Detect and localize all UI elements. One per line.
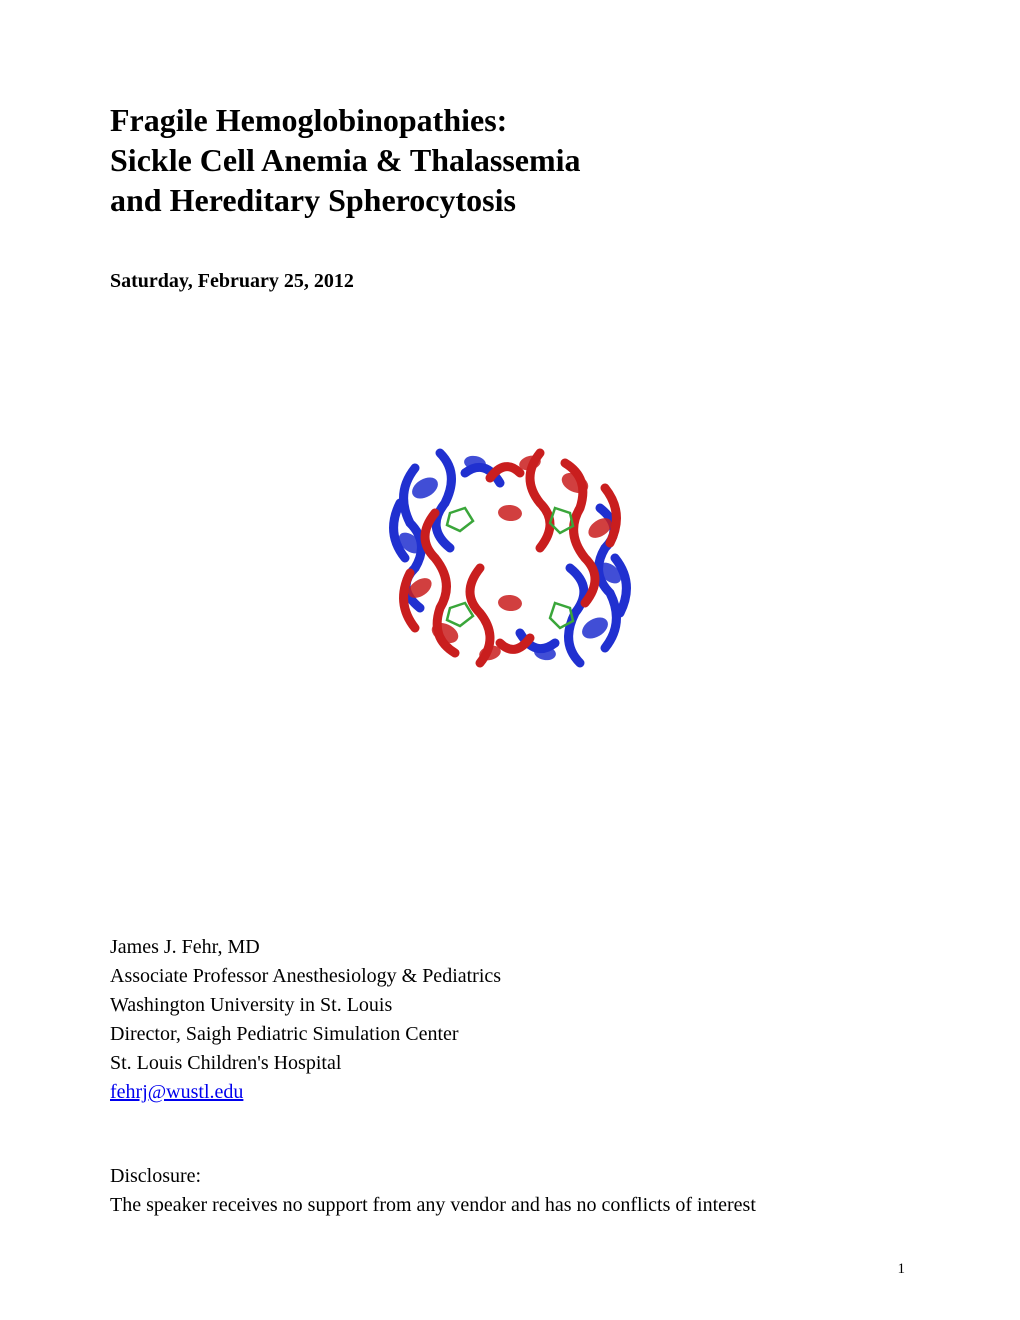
author-role: Director, Saigh Pediatric Simulation Cen… xyxy=(110,1020,910,1049)
hemoglobin-structure-icon xyxy=(355,413,665,703)
author-email-link[interactable]: fehrj@wustl.edu xyxy=(110,1081,243,1103)
figure-container xyxy=(110,413,910,703)
title-block: Fragile Hemoglobinopathies: Sickle Cell … xyxy=(110,100,910,220)
disclosure-text: The speaker receives no support from any… xyxy=(110,1191,910,1220)
page-number: 1 xyxy=(898,1261,906,1278)
title-line-1: Fragile Hemoglobinopathies: xyxy=(110,100,910,140)
disclosure-label: Disclosure: xyxy=(110,1162,910,1191)
author-institution: Washington University in St. Louis xyxy=(110,991,910,1020)
author-hospital: St. Louis Children's Hospital xyxy=(110,1049,910,1078)
author-name: James J. Fehr, MD xyxy=(110,933,910,962)
disclosure-block: Disclosure: The speaker receives no supp… xyxy=(110,1162,910,1220)
title-line-3: and Hereditary Spherocytosis xyxy=(110,180,910,220)
title-line-2: Sickle Cell Anemia & Thalassemia xyxy=(110,140,910,180)
date-line: Saturday, February 25, 2012 xyxy=(110,270,910,293)
author-block: James J. Fehr, MD Associate Professor An… xyxy=(110,933,910,1107)
author-position: Associate Professor Anesthesiology & Ped… xyxy=(110,962,910,991)
